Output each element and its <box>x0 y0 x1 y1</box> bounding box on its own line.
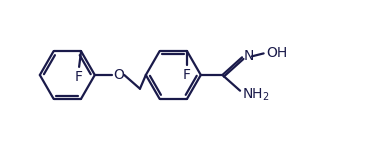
Text: OH: OH <box>267 46 288 60</box>
Text: NH$_2$: NH$_2$ <box>242 86 270 103</box>
Text: F: F <box>75 70 83 84</box>
Text: F: F <box>183 68 191 82</box>
Text: N: N <box>244 49 255 63</box>
Text: O: O <box>113 68 124 82</box>
